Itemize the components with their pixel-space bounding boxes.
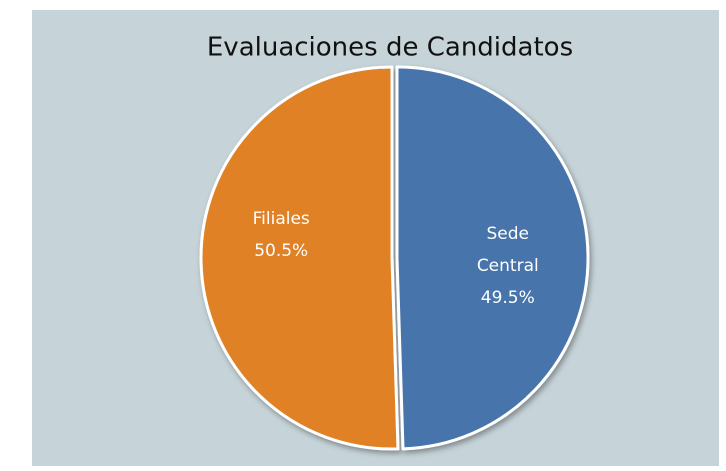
slice-label: Filiales 50.5% — [231, 203, 331, 267]
slice-label: Sede Central 49.5% — [458, 218, 558, 314]
pie-slice — [199, 65, 400, 451]
slice-name: Filiales — [252, 208, 310, 229]
slice-value: 49.5% — [480, 288, 535, 309]
pie — [199, 65, 590, 451]
chart-title: Evaluaciones de Candidatos — [207, 33, 573, 63]
pie-slice — [395, 65, 590, 451]
slice-name: Sede Central — [476, 224, 539, 277]
slice-value: 50.5% — [254, 240, 309, 261]
